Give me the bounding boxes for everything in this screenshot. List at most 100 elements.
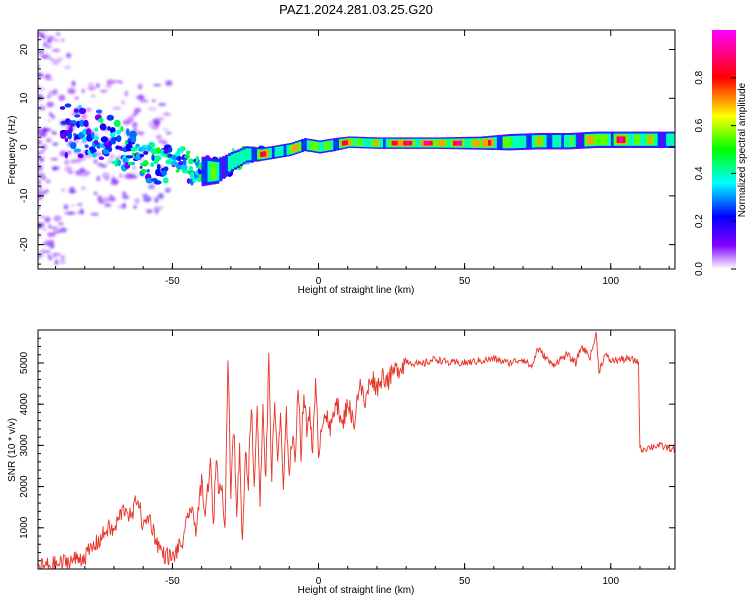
snr-line [38, 331, 675, 569]
spectrogram-speckle-cell [45, 179, 51, 184]
spectrogram-speckle-cell [142, 196, 152, 203]
spectrogram-speckle-cell [47, 254, 52, 259]
spectrogram-band-cell [619, 137, 623, 142]
spectrogram-band-cell [593, 134, 597, 146]
spectrogram-band-cell [660, 131, 664, 148]
snr-x-tick-label: 0 [316, 576, 322, 587]
spectrogram-band-cell [444, 139, 448, 147]
spectrogram-speckle-cell [54, 38, 59, 43]
spectrogram-speckle-cell [71, 80, 76, 87]
spectrogram-speckle [38, 30, 173, 265]
spectrogram-speckle-cell [112, 80, 122, 83]
spectrogram-band-cell [306, 140, 310, 150]
spectrogram-cell [176, 155, 182, 162]
spectrogram-speckle-cell [124, 90, 129, 97]
colorbar-tick-label: 0.0 [694, 262, 705, 276]
spectrogram-band-cell [394, 140, 398, 146]
spectrogram-band-cell [645, 134, 649, 145]
spectrogram-band-cell [341, 140, 345, 146]
spectrogram-band-cell [201, 158, 205, 185]
spectrogram-cell [78, 107, 87, 115]
spectrogram-speckle-cell [38, 189, 41, 195]
spectrogram-band-cell [669, 133, 673, 146]
spectrogram-speckle-cell [79, 173, 89, 177]
spectrogram-speckle-cell [102, 197, 111, 203]
spectrogram-cell [98, 156, 105, 160]
spectrogram-band-cell [248, 148, 252, 161]
spectrogram-y-tick-label: -20 [19, 237, 30, 252]
spectrogram-speckle-cell [56, 33, 61, 37]
spectrogram-band-cell [412, 139, 416, 147]
spectrogram-speckle-cell [42, 176, 47, 180]
spectrogram-band-cell [295, 144, 299, 151]
spectrogram-band-cell [403, 140, 407, 146]
spectrogram-band-cell [271, 146, 275, 159]
spectrogram-cell [139, 153, 145, 158]
spectrogram-cell [95, 109, 103, 114]
spectrogram-band-cell [397, 140, 401, 147]
spectrogram-speckle-cell [49, 58, 54, 61]
spectrogram-speckle-cell [44, 216, 51, 223]
spectrogram-speckle-cell [113, 178, 119, 186]
spectrogram-band-cell [622, 136, 626, 143]
spectrogram-band-cell [406, 141, 410, 145]
spectrogram-cell [156, 163, 161, 170]
spectrogram-speckle-cell [46, 44, 52, 49]
spectrogram-cell [154, 155, 162, 161]
spectrogram-cell [106, 114, 115, 121]
spectrogram-cell [189, 171, 195, 180]
spectrogram-speckle-cell [148, 185, 154, 189]
spectrogram-band-cell [488, 140, 492, 146]
spectrogram-band-cell [330, 140, 334, 150]
spectrogram-speckle-cell [46, 101, 54, 108]
spectrogram-speckle-cell [54, 259, 59, 265]
spectrogram-cell [180, 164, 188, 170]
spectrogram-cell [120, 125, 124, 132]
spectrogram-cell [150, 162, 155, 168]
spectrogram-cell [86, 134, 93, 142]
spectrogram-band-cell [344, 140, 348, 145]
spectrogram-speckle-cell [48, 224, 52, 229]
spectrogram-cell [100, 136, 109, 143]
spectrogram-band-cell [493, 137, 497, 149]
spectrogram-speckle-cell [163, 112, 171, 116]
spectrogram-band-cell [523, 135, 527, 148]
spectrogram-band-cell [230, 154, 234, 170]
spectrogram-band-cell [558, 135, 562, 148]
spectrogram-cell [113, 119, 121, 128]
spectrogram-speckle-cell [109, 196, 116, 202]
spectrogram-speckle-cell [38, 193, 44, 200]
spectrogram-band-cell [438, 140, 442, 147]
spectrogram-ridge [201, 131, 675, 187]
colorbar: 0.0 0.2 0.4 0.6 0.8 Normalized spectral ampl… [694, 30, 748, 276]
snr-frame [37, 329, 676, 570]
colorbar-gradient [712, 30, 736, 269]
spectrogram-speckle-cell [65, 52, 72, 59]
spectrogram-speckle-cell [51, 115, 56, 119]
spectrogram-band-cell [239, 150, 243, 164]
spectrogram-band-cell [359, 138, 363, 147]
spectrogram-band-cell [552, 135, 556, 148]
spectrogram-panel: -50 0 50 100 -20 -10 0 10 20 Height of straight … [7, 29, 676, 296]
spectrogram-band-cell [414, 138, 418, 148]
spectrogram-band-cell [356, 138, 360, 147]
spectrogram-band-cell [613, 134, 617, 145]
spectrogram-band-cell [587, 136, 591, 145]
spectrogram-speckle-cell [134, 198, 140, 205]
spectrogram-speckle-cell [139, 99, 149, 103]
spectrogram-cell [167, 147, 173, 153]
spectrogram-speckle-cell [60, 255, 66, 259]
spectrogram-cell [171, 160, 178, 166]
spectrogram-cell [73, 148, 82, 153]
spectrogram-y-tick-label: 10 [19, 92, 30, 104]
spectrogram-band-cell [549, 134, 553, 149]
spectrogram-band-cell [528, 134, 532, 149]
spectrogram-band-cell [353, 138, 357, 147]
spectrogram-speckle-cell [132, 122, 138, 128]
spectrogram-band-cell [286, 145, 290, 155]
spectrogram-band-cell [473, 139, 477, 147]
spectrogram-frame [37, 29, 676, 270]
spectrogram-speckle-cell [47, 232, 56, 238]
spectrogram-speckle-cell [52, 253, 62, 256]
snr-x-tick-label: -50 [165, 576, 180, 587]
